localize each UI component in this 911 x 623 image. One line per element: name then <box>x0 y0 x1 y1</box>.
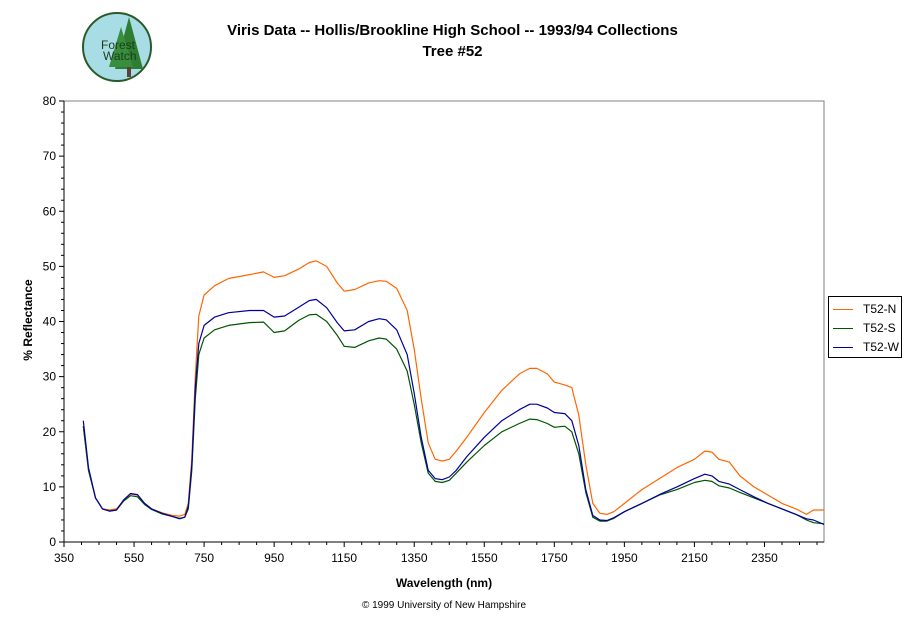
x-tick-label: 1750 <box>541 551 568 565</box>
legend-swatch <box>833 347 853 348</box>
chart-legend: T52-N T52-S T52-W <box>828 296 902 358</box>
x-tick-label: 1150 <box>331 551 357 565</box>
y-axis-label: % Reflectance <box>21 279 35 361</box>
legend-label: T52-W <box>863 340 899 354</box>
x-tick-label: 1550 <box>471 551 498 565</box>
x-tick-label: 1950 <box>611 551 638 565</box>
x-axis-label: Wavelength (nm) <box>395 576 493 590</box>
x-tick-label: 2150 <box>681 551 708 565</box>
x-tick-label: 350 <box>54 551 74 565</box>
y-tick-label: 70 <box>43 149 57 163</box>
forest-watch-logo: Forest Watch <box>82 12 152 82</box>
logo-text-forest: Forest <box>101 38 136 52</box>
legend-label: T52-N <box>863 302 897 316</box>
y-tick-label: 30 <box>43 370 57 384</box>
chart-title-line1: Viris Data -- Hollis/Brookline High Scho… <box>227 22 678 39</box>
series-line-t52-w <box>82 298 825 525</box>
x-tick-label: 950 <box>264 551 284 565</box>
logo-text-watch: Watch <box>103 49 137 63</box>
y-tick-label: 20 <box>43 425 57 439</box>
copyright-text: © 1999 University of New Hampshire <box>361 600 527 611</box>
x-tick-label: 550 <box>124 551 144 565</box>
legend-swatch <box>833 309 853 310</box>
x-tick-label: 1350 <box>401 551 428 565</box>
y-tick-label: 60 <box>43 204 57 218</box>
y-tick-label: 50 <box>43 259 57 273</box>
legend-swatch <box>833 328 853 329</box>
x-tick-label: 750 <box>194 551 214 565</box>
y-tick-label: 0 <box>49 535 56 549</box>
x-tick-label: 2350 <box>751 551 778 565</box>
y-tick-label: 40 <box>43 315 57 329</box>
y-tick-label: 10 <box>43 480 57 494</box>
legend-label: T52-S <box>863 321 896 335</box>
y-tick-label: 80 <box>43 94 57 108</box>
chart-title-line2: Tree #52 <box>422 43 483 60</box>
series-line-t52-n <box>82 260 824 517</box>
